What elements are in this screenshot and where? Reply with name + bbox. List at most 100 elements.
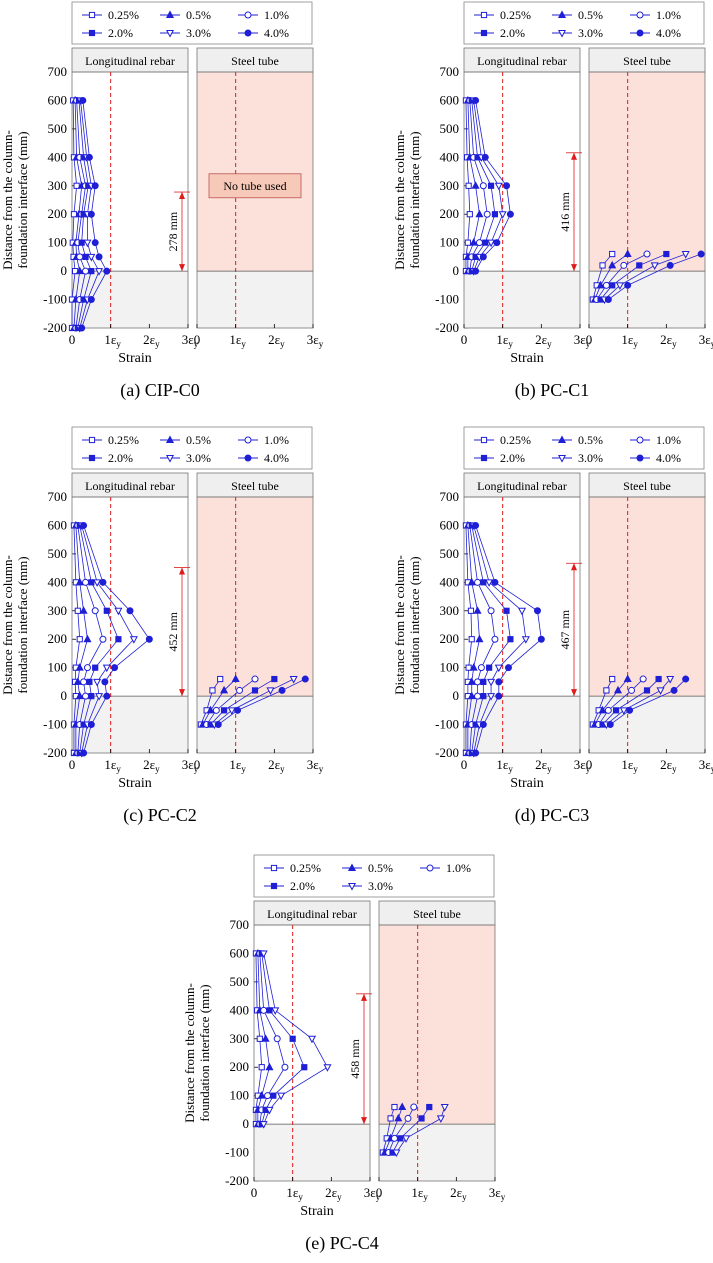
y-tick-label: -200 [435,320,459,335]
marker-square-open [467,607,475,614]
marker-triangle-open [521,636,530,644]
series-line [392,1106,430,1153]
panel-frame [196,496,314,754]
y-tick-label: 0 [61,263,68,278]
series-line [602,678,659,725]
legend-label: 3.0% [186,451,211,465]
dimension-arrow [179,567,185,575]
marker-square-filled [251,687,259,694]
marker-triangle-filled [557,10,567,18]
panel-title-strip [588,47,706,73]
marker-circle-filled [103,692,111,700]
x-tick-label: 0 [461,332,468,347]
x-tick-label: 2εy [143,332,160,349]
y-tick-label: -200 [43,745,67,760]
series-1.0% [203,675,259,729]
y-tick-label: 200 [440,631,460,646]
marker-triangle-filled [469,663,478,671]
marker-square-filled [88,29,96,37]
legend: 0.25% 0.5% 1.0% 2.0% 3.0% [253,854,495,898]
legend-label: 4.0% [264,451,289,465]
y-tick-label: 300 [230,1031,250,1046]
marker-circle-filled [472,521,480,529]
y-tick-label: 100 [48,235,68,250]
y-tick-label: 400 [440,149,460,164]
marker-circle-filled [606,721,614,729]
y-tick-label: -200 [43,320,67,335]
marker-circle-open [260,1006,268,1014]
y-axis-title: Distance from the column-foundation inte… [0,130,30,270]
marker-triangle-open [557,455,567,463]
marker-square-filled [480,454,488,462]
x-tick-label: 3εy [307,332,324,349]
x-tick-label: 1εy [104,332,121,349]
subfigure-caption: (d) PC-C3 [515,805,590,826]
series-line [604,253,686,300]
marker-circle-filled [103,267,111,275]
foundation-region [197,271,313,328]
panel-title: Longitudinal rebar [477,54,567,68]
marker-circle-filled [472,267,480,275]
marker-circle-filled [111,664,119,672]
marker-circle-filled [636,454,644,462]
y-tick-label: 100 [48,660,68,675]
marker-triangle-open [323,1064,332,1072]
marker-square-filled [301,1064,308,1071]
series-line [214,678,294,725]
dimension-arrow [179,192,185,200]
marker-circle-open [602,281,610,289]
marker-square-filled [486,664,493,671]
x-axis-title: Strain [118,351,151,366]
marker-triangle-open [266,687,275,695]
marker-triangle-open [440,1104,449,1112]
marker-triangle-open [93,579,102,587]
panel-title: Steel tube [413,907,461,921]
legend-label: 1.0% [656,433,681,447]
marker-square-open [609,250,616,258]
marker-square-filled [480,579,487,586]
y-tick-label: 700 [48,64,68,79]
series-line [598,678,644,725]
marker-triangle-filled [557,435,567,443]
marker-square-filled [397,1135,404,1142]
series-line [608,253,702,300]
marker-square-open [256,1035,263,1042]
subfigure-caption: (e) PC-C4 [305,1233,379,1254]
x-tick-label: 1εy [496,757,513,774]
marker-circle-filled [87,210,95,218]
marker-square-open [387,1115,394,1122]
marker-triangle-open [102,664,111,673]
y-tick-label: 700 [48,489,68,504]
legend-label: 3.0% [368,879,393,893]
x-tick-label: 3εy [489,1185,506,1202]
marker-circle-open [477,664,485,672]
series-line [610,678,686,725]
x-tick-label: 1εy [411,1185,428,1202]
panel-rebar: Longitudinal rebar 0 1εy 2εy 3εy [461,472,591,774]
y-tick-label: 400 [48,574,68,589]
x-tick-label: 2εy [660,757,677,774]
marker-triangle-filled [83,634,92,643]
series-0.5% [590,674,632,728]
panel-title-strip [196,472,314,498]
marker-triangle-open [436,1115,445,1123]
plastic-length-annotation: 452 mm [166,567,190,697]
marker-circle-filled [503,182,511,190]
x-tick-label: 0 [194,332,201,347]
dimension-label: 458 mm [348,1038,362,1078]
marker-square-filled [88,268,95,275]
series-4.0% [472,96,514,275]
marker-circle-filled [99,578,107,586]
series-line [382,1106,395,1153]
marker-circle-filled [626,706,634,714]
series-line [206,678,256,725]
y-tick-label: 200 [440,206,460,221]
marker-triangle-filled [596,280,605,289]
marker-square-filled [480,678,487,685]
marker-triangle-filled [623,249,632,258]
marker-circle-open [475,239,483,247]
y-tick-label: 600 [48,517,68,532]
marker-circle-open [76,253,84,261]
marker-circle-open [474,578,482,586]
panel-tube: Steel tube 0 1εy 2εy 3εy [376,900,506,1202]
